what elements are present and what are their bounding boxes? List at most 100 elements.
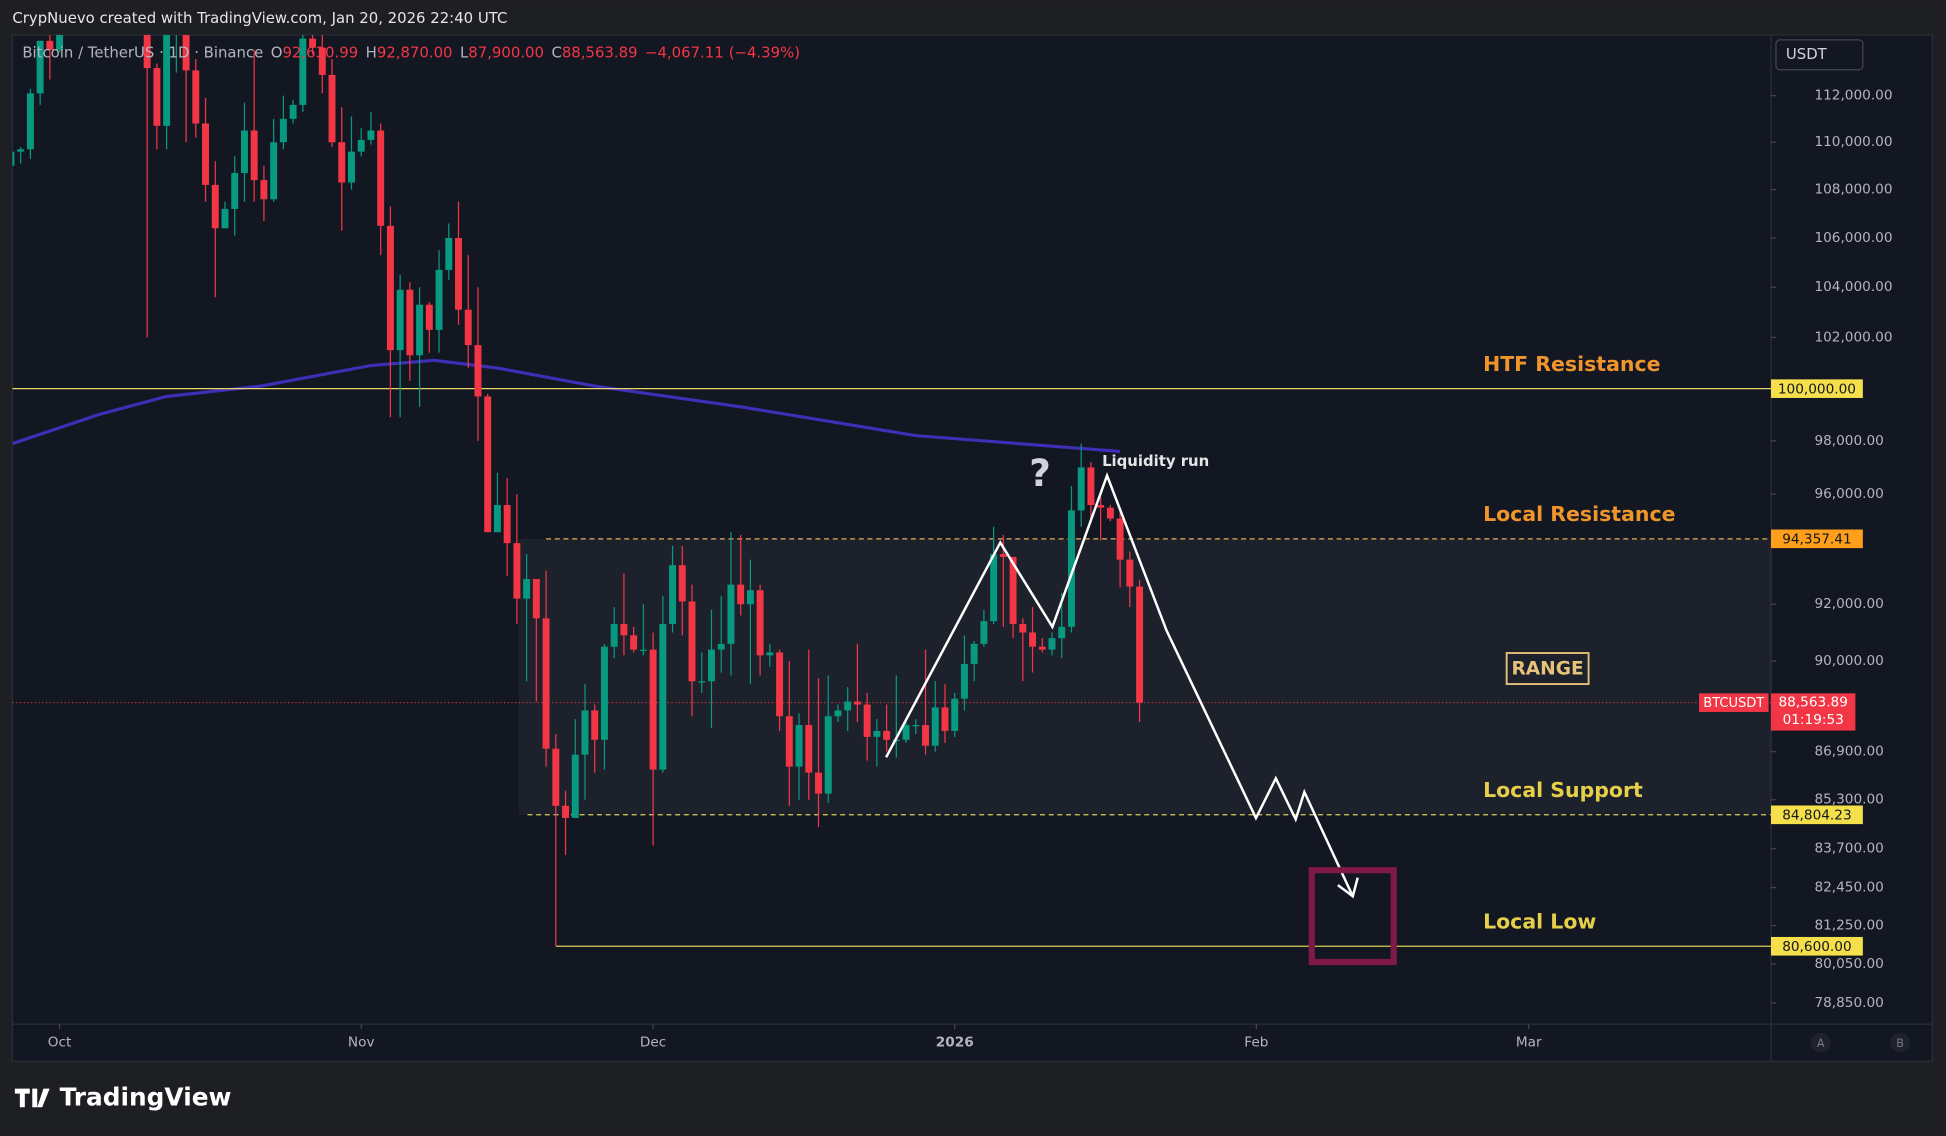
currency-button[interactable] — [1775, 39, 1864, 71]
candle-body — [678, 565, 686, 602]
y-tick-label: 106,000.00 — [1814, 230, 1892, 246]
candle-body — [600, 646, 608, 740]
candle-body — [951, 698, 959, 731]
axis-button-label[interactable]: A — [1817, 1037, 1825, 1050]
y-tick-label: 92,000.00 — [1814, 596, 1883, 612]
candle-body — [474, 345, 482, 397]
candle-body — [785, 716, 793, 767]
candle-body — [776, 652, 784, 717]
candle-body — [270, 142, 278, 200]
candle-body — [1029, 632, 1037, 647]
x-tick-label: Dec — [640, 1035, 666, 1051]
axis-button-label[interactable]: B — [1896, 1037, 1904, 1050]
candle-body — [221, 208, 229, 229]
candle-body — [1136, 586, 1144, 703]
candle-body — [299, 38, 307, 105]
candle-body — [493, 504, 501, 533]
candle-body — [552, 748, 560, 806]
candle-body — [182, 34, 190, 71]
x-tick-label: Mar — [1516, 1035, 1542, 1051]
candle-body — [1048, 638, 1056, 650]
candle-body — [717, 643, 725, 650]
candle-body — [990, 554, 998, 622]
candle-body — [542, 618, 550, 749]
y-tick-label: 83,700.00 — [1814, 841, 1883, 857]
level-name: Local Resistance — [1483, 502, 1675, 526]
candle-body — [367, 130, 375, 140]
candle-body — [844, 701, 852, 711]
candle-body — [1019, 623, 1027, 633]
chart-panel — [11, 34, 1933, 1062]
candle-body — [902, 725, 910, 740]
candles — [12, 34, 1144, 947]
candle-body — [1087, 467, 1095, 505]
candle-body — [464, 309, 472, 346]
legend-key: H — [366, 44, 377, 62]
candle-body — [260, 180, 268, 200]
y-tick-label: 112,000.00 — [1814, 88, 1892, 104]
level-tag — [1771, 529, 1863, 549]
legend-change-pct: (−4.39%) — [729, 44, 800, 62]
currency-label[interactable]: USDT — [1786, 45, 1828, 63]
y-tick-label: 81,250.00 — [1814, 918, 1883, 934]
axis-button[interactable] — [1890, 1032, 1911, 1053]
symbol-tag — [1699, 693, 1769, 712]
candle-body — [863, 704, 871, 737]
candle-body — [513, 543, 521, 599]
legend-key: O — [271, 44, 283, 62]
x-tick-label: Nov — [348, 1035, 375, 1051]
candle-body — [231, 172, 239, 209]
question-mark: ? — [1029, 451, 1051, 495]
candle-body — [192, 70, 200, 124]
candle-body — [56, 34, 64, 50]
candle-body — [318, 47, 326, 75]
candle-body — [746, 590, 754, 605]
candle-body — [912, 725, 920, 727]
candle-body — [1077, 467, 1085, 511]
candle-body — [1106, 507, 1114, 519]
candle-body — [795, 725, 803, 767]
candle-body — [591, 710, 599, 740]
candle-body — [211, 184, 219, 229]
axes: 112,000.00 110,000.00 108,000.00 106,000.00… — [48, 88, 1911, 1053]
y-tick-label: 85,300.00 — [1814, 792, 1883, 808]
candle-body — [17, 149, 25, 152]
candle-body — [707, 649, 715, 682]
candle-body — [503, 504, 511, 544]
y-tick-label: 90,000.00 — [1814, 653, 1883, 669]
candle-body — [202, 123, 210, 185]
candle-body — [698, 681, 706, 683]
logo-icon — [14, 1088, 50, 1108]
candle-body — [630, 635, 638, 650]
candle-body — [289, 104, 297, 119]
candle-body — [824, 716, 832, 794]
candle-body — [396, 289, 404, 351]
legend-value: 92,870.00 — [377, 44, 453, 62]
y-tick-label: 96,000.00 — [1814, 486, 1883, 502]
last-price-label: 88,563.89 — [1778, 695, 1847, 711]
candle-body — [805, 725, 813, 773]
candle-body — [659, 623, 667, 770]
legend-value: 87,900.00 — [468, 44, 544, 62]
y-tick-label: 110,000.00 — [1814, 134, 1892, 150]
candle-body — [1097, 504, 1105, 508]
candle-body — [853, 701, 861, 705]
candle-body — [970, 643, 978, 664]
candle-body — [406, 289, 414, 356]
candle-body — [1126, 559, 1134, 587]
candle-body — [941, 707, 949, 731]
level-tag-label: 80,600.00 — [1782, 939, 1851, 955]
candle-body — [455, 238, 462, 310]
axis-button[interactable] — [1810, 1032, 1831, 1053]
candle-body — [815, 772, 822, 794]
candle-body — [873, 730, 881, 737]
candle-body — [348, 151, 355, 183]
target-box — [1308, 867, 1397, 966]
level-tag — [1771, 936, 1863, 956]
candle-body — [931, 707, 939, 746]
logo: TradingView — [14, 1083, 232, 1112]
y-tick-label: 98,000.00 — [1814, 433, 1883, 449]
y-tick-label: 104,000.00 — [1814, 279, 1892, 295]
candle-body — [1116, 518, 1124, 560]
candle-body — [766, 652, 774, 656]
